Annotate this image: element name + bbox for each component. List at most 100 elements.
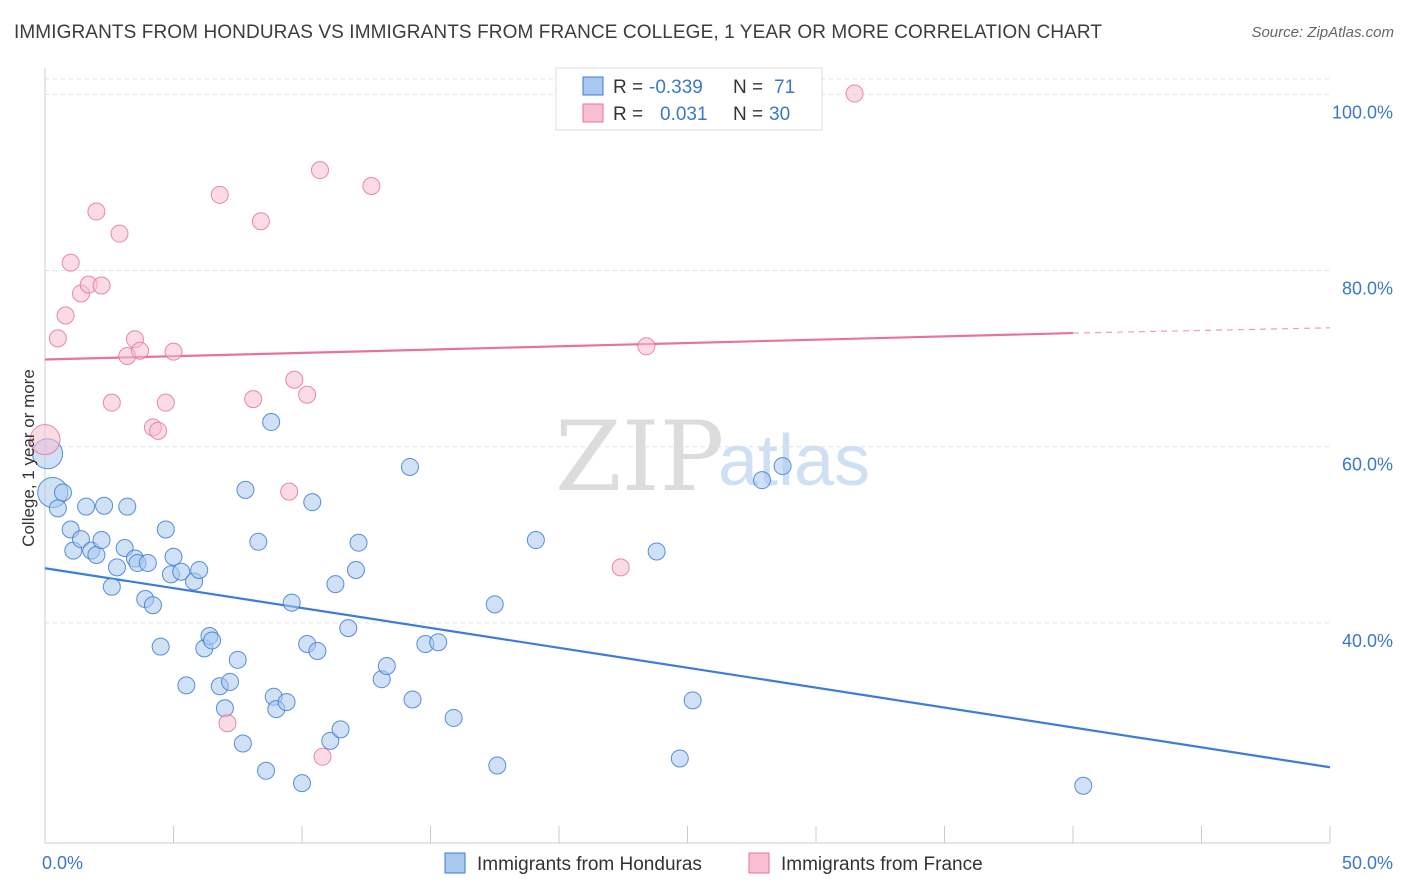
- data-point: [277, 693, 296, 712]
- data-point: [282, 593, 301, 612]
- data-point: [53, 483, 72, 502]
- data-point: [773, 457, 792, 476]
- data-point: [670, 749, 689, 768]
- data-point: [143, 596, 162, 615]
- data-point: [29, 424, 61, 456]
- legend-r-france: 0.031: [660, 104, 708, 125]
- data-point: [444, 708, 463, 727]
- data-point: [177, 676, 196, 695]
- data-points: [29, 84, 1093, 795]
- data-point: [210, 185, 229, 204]
- data-point: [87, 546, 106, 565]
- data-point: [87, 202, 106, 221]
- data-point: [377, 656, 396, 675]
- data-point: [683, 691, 702, 710]
- data-point: [102, 393, 121, 412]
- legend-swatch-honduras: [444, 852, 466, 874]
- trend-lines: [44, 327, 1331, 769]
- data-point: [308, 642, 327, 661]
- series-honduras: [32, 413, 1093, 795]
- data-point: [107, 558, 126, 577]
- legend-r-label: R =: [613, 104, 643, 125]
- data-point: [56, 306, 75, 325]
- data-point: [1074, 776, 1093, 795]
- data-point: [190, 560, 209, 579]
- data-point: [331, 720, 350, 739]
- data-point: [526, 531, 545, 550]
- data-point: [321, 731, 340, 750]
- chart-title: IMMIGRANTS FROM HONDURAS VS IMMIGRANTS F…: [14, 22, 1103, 43]
- legend-n-label: N =: [733, 77, 763, 98]
- data-point: [262, 413, 281, 432]
- data-point: [131, 341, 150, 360]
- legend-n-honduras: 71: [774, 77, 795, 98]
- legend-n-france: 30: [769, 104, 790, 125]
- y-tick-label: 100.0%: [1332, 102, 1393, 122]
- data-point: [151, 637, 170, 656]
- y-axis-label: College, 1 year or more: [19, 369, 38, 547]
- data-point: [102, 577, 121, 596]
- legend-label-france: Immigrants from France: [781, 854, 983, 875]
- series-legend: Immigrants from Honduras Immigrants from…: [444, 852, 983, 875]
- x-tick-label: 0.0%: [42, 853, 83, 873]
- data-point: [61, 253, 80, 272]
- data-point: [249, 532, 268, 551]
- tick-labels: 40.0% 60.0% 80.0% 100.0% 0.0% 50.0%: [42, 102, 1393, 873]
- data-point: [280, 482, 299, 501]
- data-point: [339, 619, 358, 638]
- data-point: [233, 734, 252, 753]
- data-point: [637, 337, 656, 356]
- data-point: [251, 212, 270, 231]
- data-point: [48, 329, 67, 348]
- legend-n-label: N =: [733, 104, 763, 125]
- data-point: [118, 497, 137, 516]
- legend-swatch-honduras: [582, 76, 604, 96]
- legend-r-label: R =: [613, 77, 643, 98]
- watermark-atlas: atlas: [718, 421, 870, 501]
- data-point: [236, 480, 255, 499]
- x-tick-label: 50.0%: [1342, 853, 1393, 873]
- data-point: [164, 547, 183, 566]
- legend-swatch-france: [582, 103, 604, 123]
- watermark-zip: ZIP: [555, 401, 724, 513]
- data-point: [257, 761, 276, 780]
- y-tick-label: 60.0%: [1342, 455, 1393, 475]
- trend-line-extension: [1072, 327, 1331, 334]
- data-point: [244, 390, 263, 409]
- data-point: [753, 471, 772, 490]
- source-label: Source: ZipAtlas.com: [1251, 24, 1394, 41]
- data-point: [92, 531, 111, 550]
- data-point: [485, 595, 504, 614]
- data-point: [845, 84, 864, 103]
- legend-label-honduras: Immigrants from Honduras: [477, 854, 702, 875]
- trend-line: [44, 567, 1331, 769]
- series-france: [29, 84, 864, 766]
- data-point: [95, 496, 114, 515]
- data-point: [326, 575, 345, 594]
- data-point: [298, 385, 317, 404]
- data-point: [429, 633, 448, 652]
- data-point: [400, 457, 419, 476]
- data-point: [313, 747, 332, 766]
- data-point: [48, 499, 67, 518]
- data-point: [303, 493, 322, 512]
- data-point: [346, 560, 365, 579]
- data-point: [215, 699, 234, 718]
- data-point: [138, 553, 157, 572]
- data-point: [156, 393, 175, 412]
- data-point: [349, 533, 368, 552]
- data-point: [203, 631, 222, 650]
- data-point: [164, 342, 183, 361]
- data-point: [293, 774, 311, 793]
- legend-swatch-france: [748, 852, 770, 874]
- data-point: [221, 672, 240, 691]
- legend-r-honduras: -0.339: [649, 77, 703, 98]
- data-point: [228, 650, 247, 669]
- trend-line: [44, 331, 1074, 361]
- data-point: [71, 530, 90, 549]
- correlation-legend: R = -0.339 N = 71 R = 0.031 N = 30: [555, 67, 823, 131]
- data-point: [172, 562, 191, 581]
- data-point: [77, 497, 96, 516]
- data-point: [156, 520, 175, 539]
